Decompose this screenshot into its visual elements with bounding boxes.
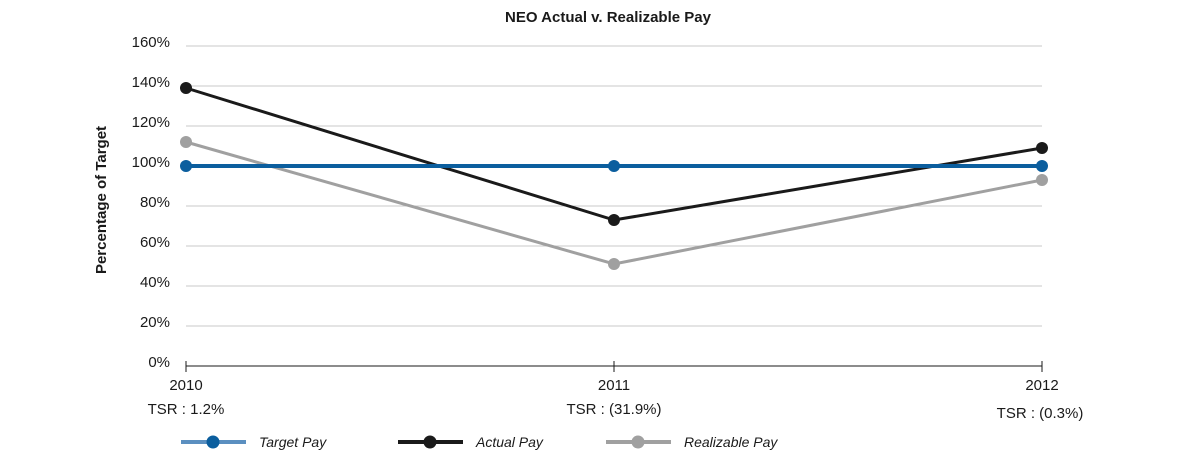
legend-item: Realizable Pay (606, 434, 778, 450)
legend-label: Target Pay (259, 434, 327, 450)
series-layer (180, 82, 1048, 270)
chart-title: NEO Actual v. Realizable Pay (505, 9, 712, 26)
data-point-actual-pay (180, 82, 192, 94)
data-point-realizable-pay (608, 258, 620, 270)
y-axis-ticks: 0% 20% 40% 60% 80% 100% 120% 140% 160% (132, 34, 170, 371)
tsr-label: TSR : (0.3%) (997, 405, 1084, 422)
data-point-realizable-pay (1036, 174, 1048, 186)
tsr-label: TSR : 1.2% (148, 401, 225, 418)
legend-swatch-marker (631, 435, 645, 449)
data-point-target-pay (1036, 160, 1048, 172)
x-tick-label: 2011 (598, 377, 630, 394)
x-tick-label: 2012 (1025, 377, 1058, 394)
legend-label: Realizable Pay (684, 434, 778, 450)
legend-label: Actual Pay (475, 434, 544, 450)
y-tick-label: 120% (132, 114, 170, 131)
legend-item: Actual Pay (398, 434, 544, 450)
y-tick-label: 140% (132, 74, 170, 91)
tsr-label: TSR : (31.9%) (566, 401, 661, 418)
data-point-actual-pay (608, 214, 620, 226)
y-tick-label: 160% (132, 34, 170, 51)
legend-swatch-marker (423, 435, 437, 449)
legend-item: Target Pay (181, 434, 327, 450)
data-point-realizable-pay (180, 136, 192, 148)
legend-swatch-marker (206, 435, 220, 449)
x-tick-label: 2010 (169, 377, 202, 394)
y-axis-label: Percentage of Target (93, 126, 110, 274)
legend: Target Pay Actual Pay Realizable Pay (181, 434, 778, 450)
y-tick-label: 0% (148, 354, 170, 371)
series-line-actual-pay (185, 86, 1043, 222)
data-point-target-pay (180, 160, 192, 172)
x-axis: 2010 TSR : 1.2% 2011 TSR : (31.9%) 2012 TSR :… (148, 361, 1084, 422)
y-tick-label: 20% (140, 314, 170, 331)
y-tick-label: 80% (140, 194, 170, 211)
y-tick-label: 100% (132, 154, 170, 171)
y-tick-label: 60% (140, 234, 170, 251)
y-tick-label: 40% (140, 274, 170, 291)
gridlines (186, 45, 1042, 327)
data-point-actual-pay (1036, 142, 1048, 154)
data-point-target-pay (608, 160, 620, 172)
